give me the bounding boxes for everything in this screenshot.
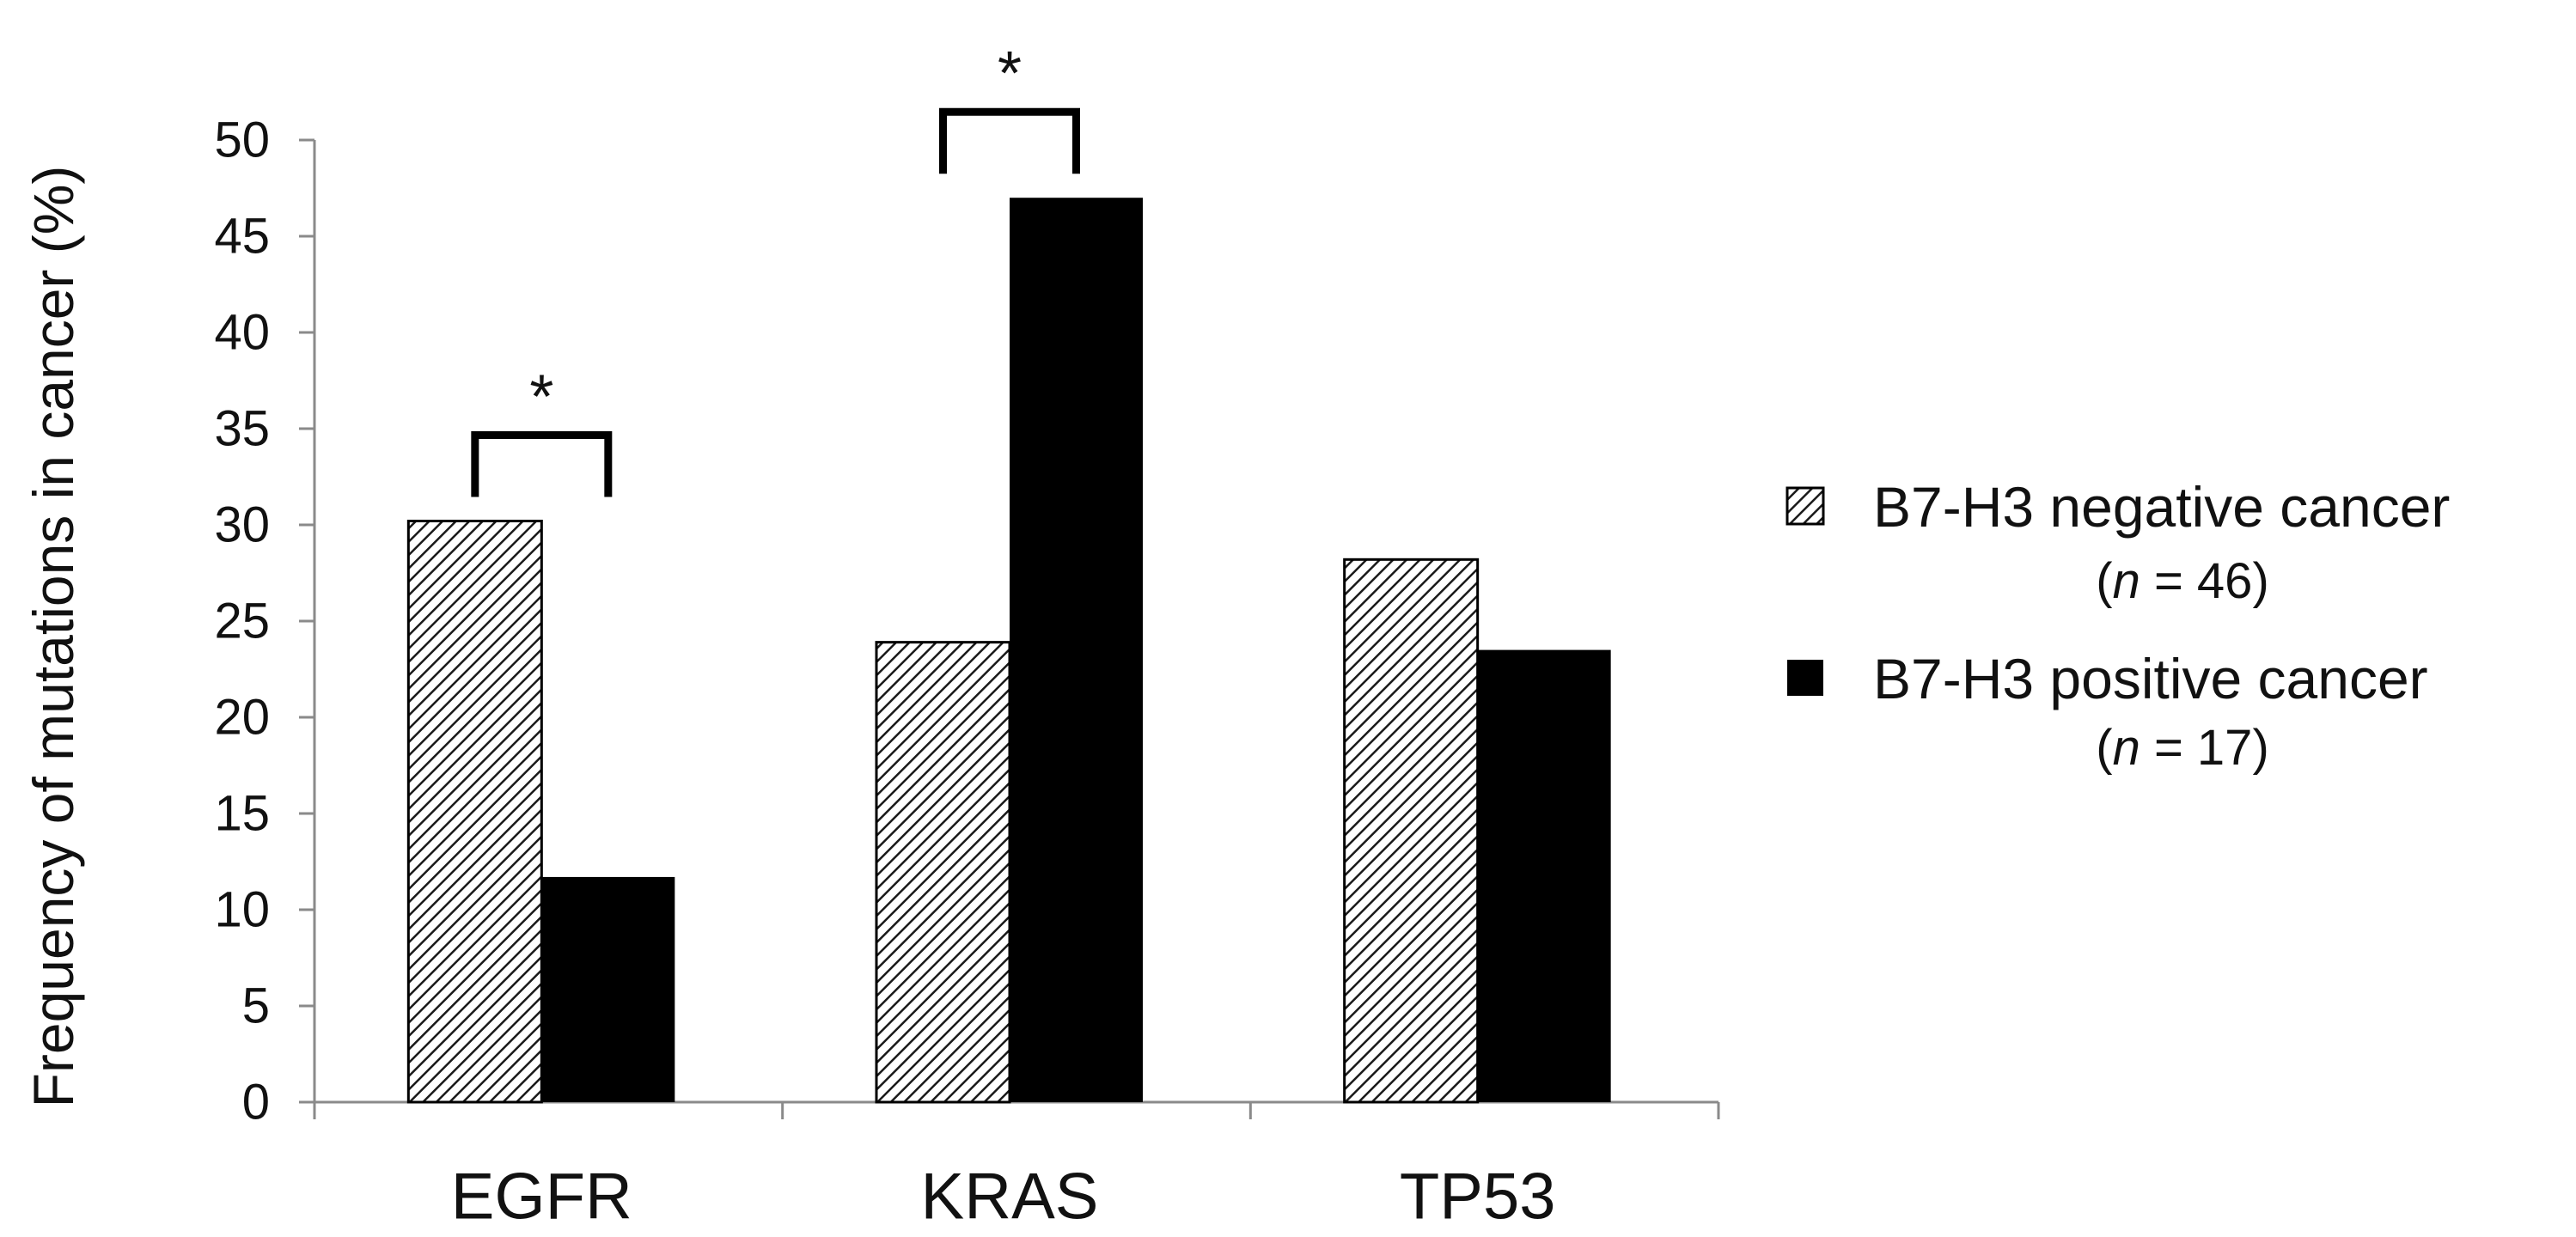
legend-swatch-negative bbox=[1785, 486, 1825, 526]
significance-bracket-egfr bbox=[471, 431, 613, 497]
y-tick-label: 20 bbox=[214, 690, 270, 746]
y-tick-label: 35 bbox=[214, 401, 270, 457]
legend-label-positive: B7-H3 positive cancer bbox=[1873, 647, 2428, 710]
x-tick-label: TP53 bbox=[1400, 1161, 1556, 1234]
significance-bracket-kras bbox=[939, 107, 1080, 174]
axes-layer: 0 5 10 15 20 25 30 35 40 45 50 Frequency of mutatio… bbox=[21, 113, 1720, 1234]
y-tick-label: 30 bbox=[214, 497, 270, 553]
significance-star-kras: * bbox=[998, 40, 1022, 108]
bar-egfr-negative bbox=[406, 520, 543, 1104]
y-tick-label: 0 bbox=[242, 1075, 270, 1130]
y-tick-label: 15 bbox=[214, 786, 270, 842]
y-tick-label: 5 bbox=[242, 978, 270, 1034]
y-tick-label: 50 bbox=[214, 113, 270, 168]
x-tick-label: EGFR bbox=[451, 1161, 632, 1234]
x-tick-label: KRAS bbox=[921, 1161, 1099, 1234]
legend-swatch-positive bbox=[1787, 660, 1823, 696]
y-axis-title: Frequency of mutations in cancer (%) bbox=[21, 166, 85, 1108]
significance-star-egfr: * bbox=[529, 363, 553, 432]
bar-tp53-negative bbox=[1343, 558, 1480, 1104]
bars-layer bbox=[406, 198, 1611, 1104]
bar-kras-negative bbox=[875, 641, 1011, 1104]
legend-sample-size-positive: (n = 17) bbox=[2096, 720, 2269, 776]
bar-egfr-positive bbox=[541, 876, 675, 1102]
y-tick-label: 25 bbox=[214, 594, 270, 649]
y-tick-label: 45 bbox=[214, 209, 270, 265]
legend: B7-H3 negative cancer (n = 46) B7-H3 posit… bbox=[1785, 475, 2450, 776]
y-tick-label: 10 bbox=[214, 882, 270, 938]
y-tick-label: 40 bbox=[214, 305, 270, 361]
legend-label-negative: B7-H3 negative cancer bbox=[1873, 475, 2450, 539]
significance-layer: ** bbox=[471, 40, 1080, 497]
bar-tp53-positive bbox=[1477, 649, 1611, 1102]
legend-sample-size-negative: (n = 46) bbox=[2096, 553, 2269, 609]
bar-kras-positive bbox=[1010, 198, 1143, 1103]
